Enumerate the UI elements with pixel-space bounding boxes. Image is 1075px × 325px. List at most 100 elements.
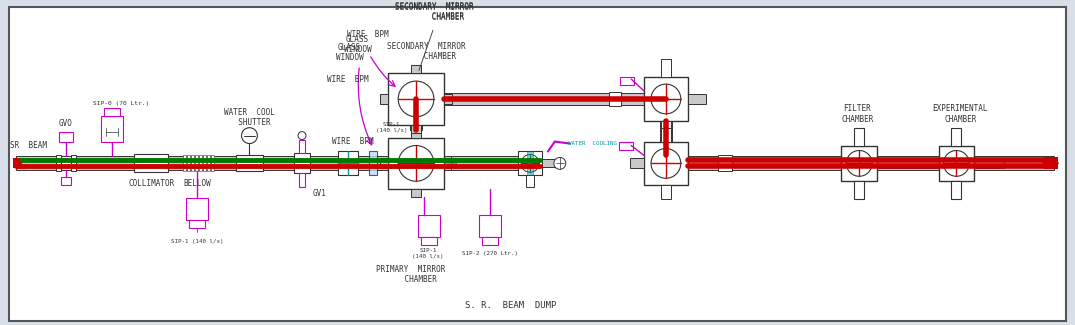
Bar bbox=[388, 137, 444, 189]
Text: SIP-1
(140 l/s): SIP-1 (140 l/s) bbox=[412, 248, 444, 259]
Text: PRIMARY  MIRROR
    CHAMBER: PRIMARY MIRROR CHAMBER bbox=[376, 265, 446, 284]
Bar bbox=[718, 155, 732, 171]
Text: GVO: GVO bbox=[59, 119, 73, 128]
Text: SR  BEAM: SR BEAM bbox=[10, 141, 47, 150]
Bar bbox=[16, 156, 450, 170]
Bar bbox=[527, 151, 533, 175]
Bar bbox=[211, 155, 214, 171]
Bar bbox=[411, 125, 421, 133]
Text: SIP-1 (140 l/s): SIP-1 (140 l/s) bbox=[171, 239, 224, 244]
Bar bbox=[644, 142, 688, 185]
Bar bbox=[421, 237, 436, 245]
Text: SIP-1
(140 l/s): SIP-1 (140 l/s) bbox=[375, 122, 407, 133]
Text: WATER  COOLING: WATER COOLING bbox=[568, 141, 617, 146]
Bar bbox=[299, 173, 305, 187]
Bar bbox=[410, 99, 422, 130]
Circle shape bbox=[846, 150, 872, 176]
Bar bbox=[661, 185, 671, 199]
Bar bbox=[56, 155, 61, 171]
Bar bbox=[688, 156, 1054, 170]
Bar bbox=[191, 155, 194, 171]
Circle shape bbox=[554, 157, 565, 169]
Bar bbox=[411, 65, 421, 73]
Bar bbox=[1044, 157, 1058, 169]
Bar bbox=[951, 181, 961, 199]
Bar bbox=[189, 220, 205, 228]
Bar bbox=[688, 94, 705, 104]
Text: SIP-2 (270 Ltr.): SIP-2 (270 Ltr.) bbox=[462, 251, 518, 256]
Bar bbox=[660, 99, 672, 155]
Circle shape bbox=[651, 84, 680, 114]
Bar bbox=[388, 73, 444, 125]
Bar bbox=[444, 93, 665, 105]
Bar bbox=[418, 215, 440, 237]
Text: GLASS
WINDOW: GLASS WINDOW bbox=[335, 43, 363, 62]
Bar bbox=[101, 116, 123, 142]
Text: WIRE  BPM: WIRE BPM bbox=[327, 75, 369, 84]
Bar bbox=[370, 151, 377, 175]
Text: SECONDARY  MIRROR
      CHAMBER: SECONDARY MIRROR CHAMBER bbox=[395, 2, 473, 21]
Bar bbox=[444, 158, 456, 168]
Bar bbox=[842, 146, 877, 181]
Bar bbox=[974, 158, 1004, 168]
Text: GLASS
WINDOW: GLASS WINDOW bbox=[344, 35, 372, 54]
Bar bbox=[855, 181, 864, 199]
Text: GV1: GV1 bbox=[313, 188, 327, 198]
Bar bbox=[630, 158, 644, 168]
Bar bbox=[295, 153, 310, 173]
Bar bbox=[518, 151, 542, 175]
Text: WIRE  BPM: WIRE BPM bbox=[332, 137, 373, 146]
Bar bbox=[103, 108, 119, 116]
Circle shape bbox=[242, 128, 257, 144]
Bar bbox=[661, 59, 671, 77]
Bar bbox=[644, 77, 688, 121]
Bar bbox=[195, 155, 198, 171]
Bar bbox=[338, 151, 358, 175]
Text: SIP-0 (70 Ltr.): SIP-0 (70 Ltr.) bbox=[94, 101, 149, 106]
Bar bbox=[381, 94, 388, 104]
Circle shape bbox=[521, 154, 539, 172]
Bar bbox=[855, 128, 864, 146]
Bar bbox=[187, 155, 190, 171]
Bar bbox=[61, 156, 71, 170]
Bar bbox=[203, 155, 205, 171]
Bar bbox=[610, 92, 621, 106]
Bar bbox=[299, 140, 305, 153]
Bar bbox=[199, 155, 202, 171]
Bar bbox=[951, 128, 961, 146]
Bar bbox=[61, 177, 71, 185]
Text: WIRE  BPM: WIRE BPM bbox=[346, 30, 388, 39]
Bar bbox=[526, 175, 534, 187]
Bar bbox=[661, 121, 671, 138]
Text: EXPERIMENTAL
CHAMBER: EXPERIMENTAL CHAMBER bbox=[933, 104, 988, 124]
Circle shape bbox=[298, 132, 306, 140]
Bar bbox=[938, 146, 974, 181]
Bar bbox=[235, 155, 263, 171]
Text: SECONDARY  MIRROR
      CHAMBER: SECONDARY MIRROR CHAMBER bbox=[387, 42, 465, 61]
Circle shape bbox=[398, 81, 434, 117]
Text: COLLIMATOR: COLLIMATOR bbox=[128, 179, 174, 188]
Bar bbox=[619, 142, 633, 150]
Bar bbox=[13, 158, 20, 168]
Circle shape bbox=[651, 149, 680, 178]
Bar bbox=[479, 215, 501, 237]
Bar bbox=[877, 158, 938, 168]
Bar bbox=[411, 130, 421, 137]
Bar bbox=[71, 155, 76, 171]
Text: S. R.  BEAM  DUMP: S. R. BEAM DUMP bbox=[464, 301, 556, 310]
Text: FILTER
CHAMBER: FILTER CHAMBER bbox=[841, 104, 874, 124]
Text: WATER  COOL
  SHUTTER: WATER COOL SHUTTER bbox=[224, 108, 275, 127]
Bar bbox=[183, 155, 186, 171]
Text: SECONDARY  MIRROR
      CHAMBER: SECONDARY MIRROR CHAMBER bbox=[395, 3, 473, 22]
Bar bbox=[661, 128, 671, 142]
Bar bbox=[620, 77, 634, 85]
Bar bbox=[381, 158, 388, 168]
Bar bbox=[444, 94, 452, 104]
Circle shape bbox=[398, 146, 434, 181]
Bar bbox=[186, 198, 207, 220]
Bar bbox=[483, 237, 499, 245]
Bar bbox=[134, 154, 168, 172]
Bar bbox=[450, 156, 540, 170]
Bar bbox=[59, 132, 73, 142]
Bar bbox=[411, 189, 421, 197]
